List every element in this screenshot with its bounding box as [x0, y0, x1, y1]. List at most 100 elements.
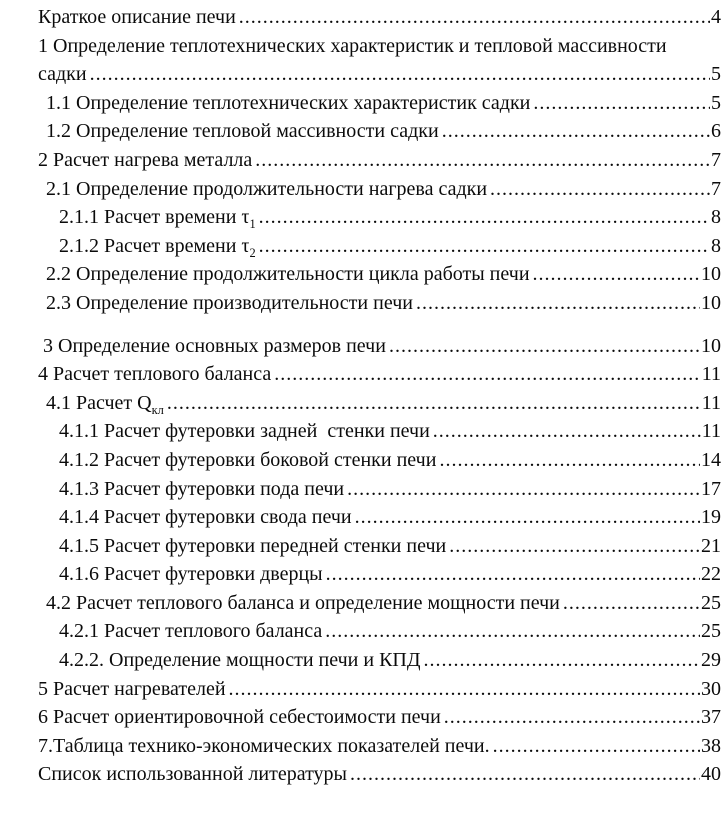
page-number: 37 — [701, 706, 721, 729]
page-number: 29 — [701, 649, 721, 672]
dot-leader — [325, 617, 700, 646]
page-number: 25 — [701, 620, 721, 643]
toc-entry[interactable]: 1.1 Определение теплотехнических характе… — [0, 89, 721, 118]
toc-entry[interactable]: садки 5 — [0, 60, 721, 89]
toc-entry-title: 5 Расчет нагревателей — [38, 675, 226, 704]
toc-entry-title: 2.1.1 Расчет времени τ1 — [59, 203, 256, 232]
title-text: Список использованной литературы — [38, 763, 347, 786]
page-number: 5 — [711, 91, 721, 114]
title-text: 2.1.1 Расчет времени τ — [59, 206, 250, 229]
toc-entry[interactable]: Краткое описание печи 4 — [0, 3, 721, 32]
toc-entry[interactable]: 4.2 Расчет теплового баланса и определен… — [0, 589, 721, 618]
page-number: 7 — [711, 148, 721, 171]
page-number: 22 — [701, 563, 721, 586]
toc-entry[interactable]: 2.3 Определение производительности печи 1… — [0, 289, 721, 318]
toc-entry[interactable]: 4.1.1 Расчет футеровки задней стенки печ… — [0, 417, 721, 446]
toc-entry-title: 2.2 Определение продолжительности цикла … — [46, 260, 530, 289]
page-number: 4 — [711, 6, 721, 28]
toc-entry[interactable]: 4.2.1 Расчет теплового баланса 25 — [0, 617, 721, 646]
dot-leader — [259, 232, 710, 261]
title-text: 4.1.2 Расчет футеровки боковой стенки пе… — [59, 448, 437, 471]
page-number: 7 — [711, 177, 721, 200]
dot-leader — [239, 3, 710, 32]
dot-leader — [433, 417, 701, 446]
toc-entry[interactable]: 1 Определение теплотехнических характери… — [0, 32, 721, 61]
title-text: 4.1.6 Расчет футеровки дверцы — [59, 563, 323, 586]
dot-leader — [493, 732, 700, 761]
page-number: 6 — [711, 120, 721, 143]
toc-entry[interactable]: 3 Определение основных размеров печи 10 — [0, 332, 721, 361]
dot-leader — [416, 289, 700, 318]
toc-entry-title: 4.1.6 Расчет футеровки дверцы — [59, 560, 323, 589]
toc-entry-title: 4.1.3 Расчет футеровки пода печи — [59, 475, 344, 504]
page-number: 5 — [711, 63, 721, 86]
title-text: 3 Определение основных размеров печи — [43, 334, 386, 357]
toc-entry[interactable]: 4.1.2 Расчет футеровки боковой стенки пе… — [0, 446, 721, 475]
subscript-text: кл — [151, 402, 164, 417]
title-text: 2.2 Определение продолжительности цикла … — [46, 263, 530, 286]
toc-entry-title: 1.2 Определение тепловой массивности сад… — [46, 117, 439, 146]
toc-entry[interactable]: 4.1.3 Расчет футеровки пода печи 17 — [0, 475, 721, 504]
toc-entry-title: 6 Расчет ориентировочной себестоимости п… — [38, 703, 441, 732]
toc-entry-title: 4.2.1 Расчет теплового баланса — [59, 617, 322, 646]
toc-entry[interactable]: Список использованной литературы 40 — [0, 760, 721, 789]
toc-entry[interactable]: 2.1.2 Расчет времени τ2 8 — [0, 232, 721, 261]
toc-entry-title: 4.1.1 Расчет футеровки задней стенки печ… — [59, 417, 430, 446]
toc-entry[interactable]: 2.1 Определение продолжительности нагрев… — [0, 175, 721, 204]
title-text: 2.1.2 Расчет времени τ — [59, 234, 250, 257]
toc-entry-title: 1.1 Определение теплотехнических характе… — [46, 89, 530, 118]
toc-entry-title: Список использованной литературы — [38, 760, 347, 789]
title-text: 2 Расчет нагрева металла — [38, 148, 253, 171]
title-text: 7.Таблица технико-экономических показате… — [38, 734, 490, 757]
toc-entry[interactable]: 2.2 Определение продолжительности цикла … — [0, 260, 721, 289]
dot-leader — [167, 389, 701, 418]
toc-entry[interactable]: 5 Расчет нагревателей 30 — [0, 675, 721, 704]
subscript-text: 1 — [249, 217, 256, 232]
toc-entry[interactable]: 4.1.4 Расчет футеровки свода печи 19 — [0, 503, 721, 532]
toc-entry-title: 2.1 Определение продолжительности нагрев… — [46, 175, 487, 204]
toc-entry[interactable]: 4.1 Расчет Qкл 11 — [0, 389, 721, 418]
toc-entry[interactable]: 4.1.5 Расчет футеровки передней стенки п… — [0, 532, 721, 561]
toc-entry[interactable]: 2 Расчет нагрева металла 7 — [0, 146, 721, 175]
page-number: 10 — [701, 263, 721, 286]
toc-entry-title: 7.Таблица технико-экономических показате… — [38, 732, 490, 761]
title-text: 1.2 Определение тепловой массивности сад… — [46, 120, 439, 143]
dot-leader — [444, 703, 700, 732]
title-text: 4.1.1 Расчет футеровки задней стенки печ… — [59, 420, 430, 443]
page-number: 25 — [701, 591, 721, 614]
toc-entry[interactable]: 2.1.1 Расчет времени τ1 8 — [0, 203, 721, 232]
toc-entry[interactable]: 7.Таблица технико-экономических показате… — [0, 732, 721, 761]
page-number: 30 — [701, 677, 721, 700]
toc-entry-title: 3 Определение основных размеров печи — [43, 332, 386, 361]
toc-entry[interactable]: 4.1.6 Расчет футеровки дверцы 22 — [0, 560, 721, 589]
dot-leader — [259, 203, 710, 232]
title-text: 4.2 Расчет теплового баланса и определен… — [46, 591, 560, 614]
page-number: 10 — [701, 334, 721, 357]
title-text: 1.1 Определение теплотехнических характе… — [46, 91, 531, 114]
toc-entry-title: 4.1.4 Расчет футеровки свода печи — [59, 503, 352, 532]
toc-entry-title: 4.1.2 Расчет футеровки боковой стенки пе… — [59, 446, 436, 475]
toc-entry[interactable]: 4.2.2. Определение мощности печи и КПД 29 — [0, 646, 721, 675]
title-text: 4 Расчет теплового баланса — [38, 363, 272, 386]
dot-leader — [490, 175, 710, 204]
toc-entry[interactable]: 6 Расчет ориентировочной себестоимости п… — [0, 703, 721, 732]
toc-entry-title: 4.2.2. Определение мощности печи и КПД — [59, 646, 421, 675]
page-number: 11 — [701, 420, 721, 443]
title-text: 4.1 Расчет Q — [46, 391, 152, 414]
toc-entry[interactable]: 4 Расчет теплового баланса 11 — [0, 360, 721, 389]
dot-leader — [424, 646, 700, 675]
subscript-text: 2 — [249, 245, 256, 260]
page-number: 38 — [701, 734, 721, 757]
page-number: 19 — [701, 506, 721, 529]
toc-entry-title: 2 Расчет нагрева металла — [38, 146, 252, 175]
title-text: садки — [38, 63, 87, 86]
dot-leader — [350, 760, 700, 789]
page-number: 11 — [701, 363, 721, 386]
toc-entry[interactable]: 1.2 Определение тепловой массивности сад… — [0, 117, 721, 146]
dot-leader — [442, 117, 710, 146]
dot-leader — [533, 260, 700, 289]
toc-entry-title: садки — [38, 60, 87, 89]
toc-entry-title: Краткое описание печи — [38, 3, 236, 32]
page-number: 17 — [701, 477, 721, 500]
